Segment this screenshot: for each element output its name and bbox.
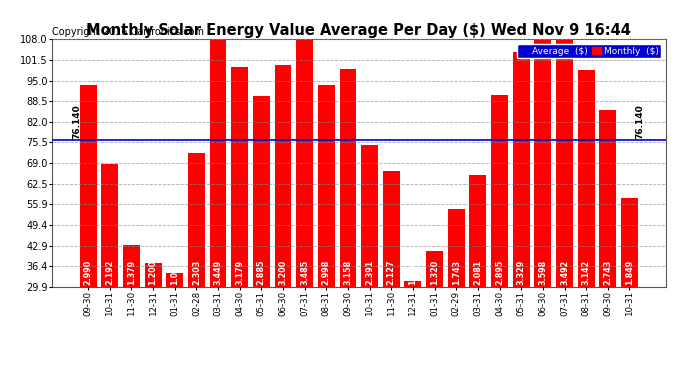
Text: 2.391: 2.391 (365, 260, 374, 285)
Text: 1.093: 1.093 (170, 260, 179, 285)
Text: 76.140: 76.140 (72, 105, 82, 140)
Text: 3.449: 3.449 (213, 260, 223, 285)
Bar (166, 273, 183, 375)
Text: 3.200: 3.200 (279, 260, 288, 285)
Bar (491, 95, 508, 375)
Text: 3.158: 3.158 (344, 260, 353, 285)
Text: 2.081: 2.081 (473, 260, 482, 285)
Bar (210, 40, 226, 375)
Text: 1.849: 1.849 (625, 260, 634, 285)
Text: 2.998: 2.998 (322, 260, 331, 285)
Text: 3.329: 3.329 (517, 260, 526, 285)
Text: 3.492: 3.492 (560, 260, 569, 285)
Bar (621, 198, 638, 375)
Bar (275, 64, 291, 375)
Bar (145, 263, 161, 375)
Text: 3.598: 3.598 (538, 260, 547, 285)
Text: Copyright 2016 Cartronics.com: Copyright 2016 Cartronics.com (52, 27, 204, 37)
Text: 1.014: 1.014 (408, 260, 417, 285)
Bar (361, 145, 378, 375)
Text: 2.990: 2.990 (83, 260, 92, 285)
Text: 1.200: 1.200 (148, 260, 157, 285)
Text: 3.485: 3.485 (300, 260, 309, 285)
Bar (513, 52, 530, 375)
Text: 1.320: 1.320 (430, 260, 439, 285)
Bar (318, 85, 335, 375)
Text: 3.142: 3.142 (582, 260, 591, 285)
Legend: Average  ($), Monthly  ($): Average ($), Monthly ($) (518, 44, 661, 58)
Title: Monthly Solar Energy Value Average Per Day ($) Wed Nov 9 16:44: Monthly Solar Energy Value Average Per D… (86, 23, 631, 38)
Bar (469, 176, 486, 375)
Bar (600, 110, 616, 375)
Bar (123, 245, 140, 375)
Bar (556, 36, 573, 375)
Text: 1.743: 1.743 (452, 260, 461, 285)
Bar (383, 171, 400, 375)
Text: 2.885: 2.885 (257, 260, 266, 285)
Bar (339, 69, 357, 375)
Bar (253, 96, 270, 375)
Text: 2.127: 2.127 (387, 260, 396, 285)
Bar (535, 25, 551, 375)
Text: 3.179: 3.179 (235, 260, 244, 285)
Bar (231, 67, 248, 375)
Text: 2.895: 2.895 (495, 260, 504, 285)
Bar (79, 86, 97, 375)
Bar (188, 153, 205, 375)
Text: 2.192: 2.192 (106, 260, 115, 285)
Bar (101, 165, 118, 375)
Bar (448, 209, 464, 375)
Bar (426, 251, 443, 375)
Text: 76.140: 76.140 (635, 105, 645, 140)
Text: 1.379: 1.379 (127, 260, 136, 285)
Bar (296, 36, 313, 375)
Bar (578, 70, 595, 375)
Text: 2.743: 2.743 (603, 260, 612, 285)
Bar (404, 281, 422, 375)
Text: 2.303: 2.303 (192, 260, 201, 285)
